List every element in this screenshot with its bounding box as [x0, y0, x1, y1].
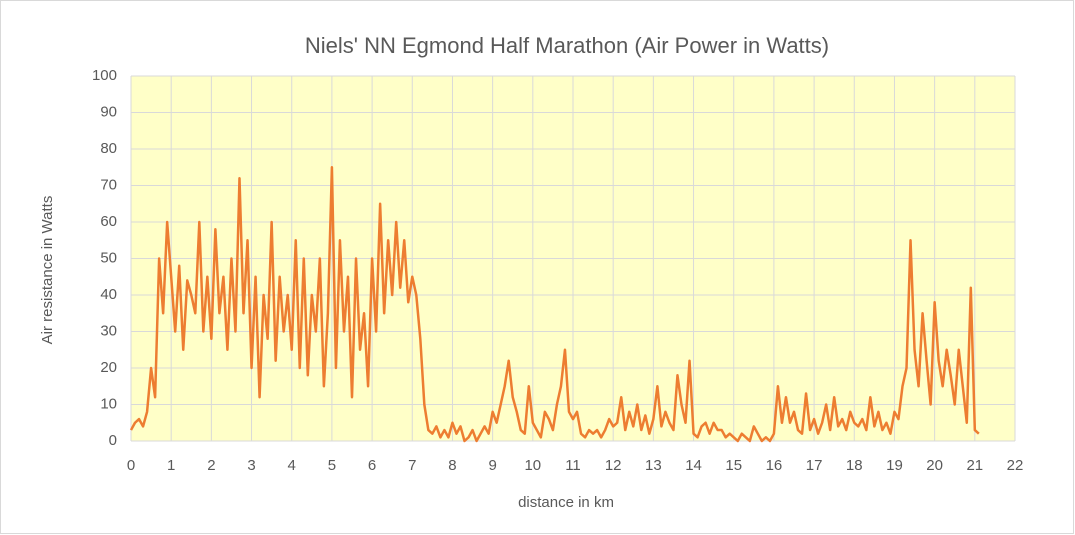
y-tick-label: 50: [100, 249, 117, 266]
y-tick-label: 10: [100, 395, 117, 412]
y-axis-label: Air resistance in Watts: [39, 196, 56, 345]
chart-title: Niels' NN Egmond Half Marathon (Air Powe…: [305, 33, 829, 58]
x-tick-label: 5: [328, 457, 336, 474]
x-tick-label: 1: [167, 457, 175, 474]
y-tick-label: 20: [100, 359, 117, 376]
x-tick-label: 12: [605, 457, 622, 474]
data-line: [129, 166, 980, 443]
y-tick-label: 90: [100, 103, 117, 120]
x-tick-label: 20: [926, 457, 943, 474]
x-tick-label: 14: [685, 457, 702, 474]
y-tick-label: 60: [100, 213, 117, 230]
y-tick-label: 80: [100, 140, 117, 157]
x-tick-label: 13: [645, 457, 662, 474]
x-tick-label: 21: [966, 457, 983, 474]
x-tick-label: 0: [127, 457, 135, 474]
x-tick-label: 18: [846, 457, 863, 474]
y-tick-label: 30: [100, 322, 117, 339]
x-tick-label: 22: [1007, 457, 1024, 474]
y-tick-label: 100: [92, 67, 117, 84]
x-tick-label: 4: [288, 457, 296, 474]
x-axis-label: distance in km: [518, 494, 614, 511]
x-tick-label: 2: [207, 457, 215, 474]
y-tick-label: 70: [100, 176, 117, 193]
x-tick-label: 15: [725, 457, 742, 474]
x-tick-label: 10: [524, 457, 541, 474]
x-tick-label: 9: [488, 457, 496, 474]
x-tick-label: 19: [886, 457, 903, 474]
x-tick-label: 17: [806, 457, 823, 474]
x-tick-label: 8: [448, 457, 456, 474]
x-tick-label: 16: [766, 457, 783, 474]
x-tick-label: 6: [368, 457, 376, 474]
x-tick-label: 7: [408, 457, 416, 474]
x-tick-label: 11: [565, 457, 581, 474]
x-tick-label: 3: [247, 457, 255, 474]
y-tick-label: 40: [100, 286, 117, 303]
y-tick-label: 0: [109, 432, 117, 449]
